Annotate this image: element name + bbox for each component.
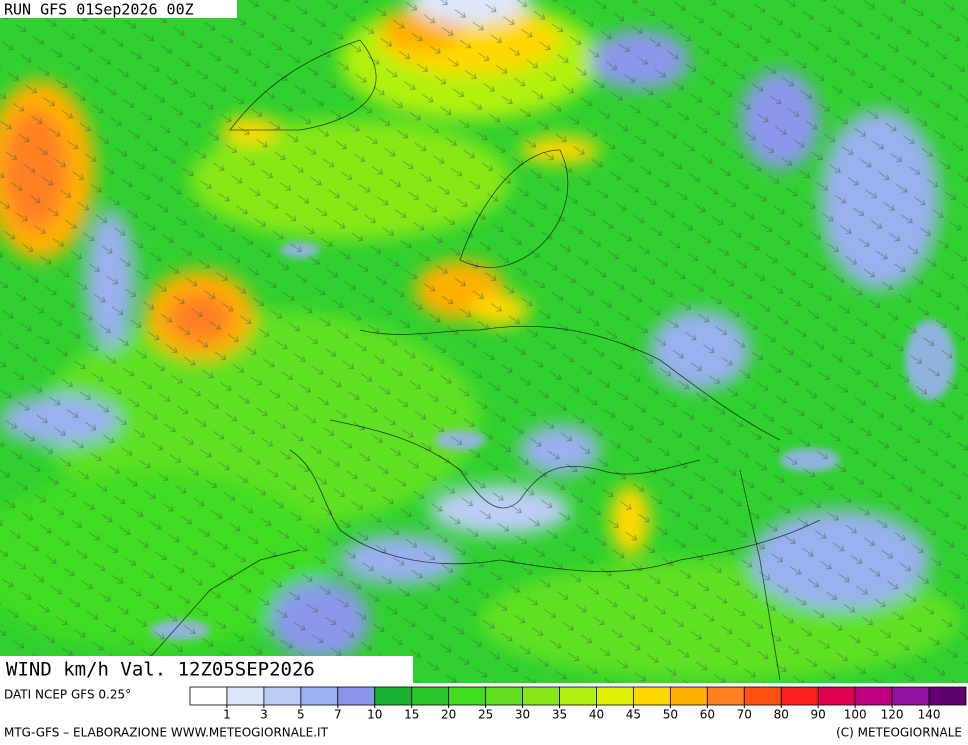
color-swatch — [891, 686, 930, 706]
footer-right: (C) METEOGIORNALE — [836, 726, 962, 740]
color-swatch — [522, 686, 560, 706]
tick-label: 15 — [404, 708, 419, 722]
tick-label: 100 — [844, 708, 867, 722]
tick-label: 80 — [774, 708, 789, 722]
run-label: RUN GFS 01Sep2026 00Z — [4, 1, 194, 19]
validity-label: WIND km/h Val. 12Z05SEP2026 — [6, 659, 315, 681]
tick-label: 120 — [881, 708, 904, 722]
tick-label: 70 — [737, 708, 752, 722]
color-swatch — [780, 686, 819, 706]
tick-label: 50 — [663, 708, 678, 722]
color-swatch — [743, 686, 782, 706]
color-swatch — [189, 686, 228, 706]
footer-left: MTG-GFS – ELABORAZIONE WWW.METEOGIORNALE… — [4, 726, 329, 740]
color-swatch — [300, 686, 339, 706]
tick-label: 20 — [441, 708, 456, 722]
tick-label: 30 — [515, 708, 530, 722]
tick-label: 60 — [700, 708, 715, 722]
tick-label: 5 — [297, 708, 305, 722]
tick-label: 140 — [918, 708, 941, 722]
tick-label: 1 — [223, 708, 231, 722]
color-swatch — [337, 686, 376, 706]
tick-label: 7 — [334, 708, 342, 722]
color-swatch — [596, 686, 634, 706]
color-swatch — [928, 686, 967, 706]
source-label: DATI NCEP GFS 0.25° — [4, 688, 131, 702]
color-swatch — [374, 686, 413, 706]
validity-label-box — [0, 656, 413, 683]
wind-map: RUN GFS 01Sep2026 00Z WIND km/h Val. 12Z… — [0, 0, 968, 683]
color-swatch — [706, 686, 745, 706]
color-swatch — [448, 686, 487, 706]
color-swatch — [559, 686, 597, 706]
tick-label: 90 — [811, 708, 826, 722]
color-swatch — [263, 686, 302, 706]
color-swatch — [854, 686, 893, 706]
tick-label: 10 — [367, 708, 382, 722]
color-swatch — [485, 686, 523, 706]
tick-label: 25 — [478, 708, 493, 722]
color-swatch — [817, 686, 856, 706]
color-swatch — [411, 686, 450, 706]
color-swatch — [669, 686, 708, 706]
color-swatch — [633, 686, 671, 706]
color-swatch — [226, 686, 265, 706]
tick-label: 45 — [626, 708, 641, 722]
legend: DATI NCEP GFS 0.25° MTG-GFS – ELABORAZIO… — [4, 686, 967, 740]
run-label-box — [0, 0, 237, 18]
tick-label: 40 — [589, 708, 604, 722]
coastlines — [129, 39, 821, 681]
tick-label: 3 — [260, 708, 268, 722]
tick-label: 35 — [552, 708, 567, 722]
